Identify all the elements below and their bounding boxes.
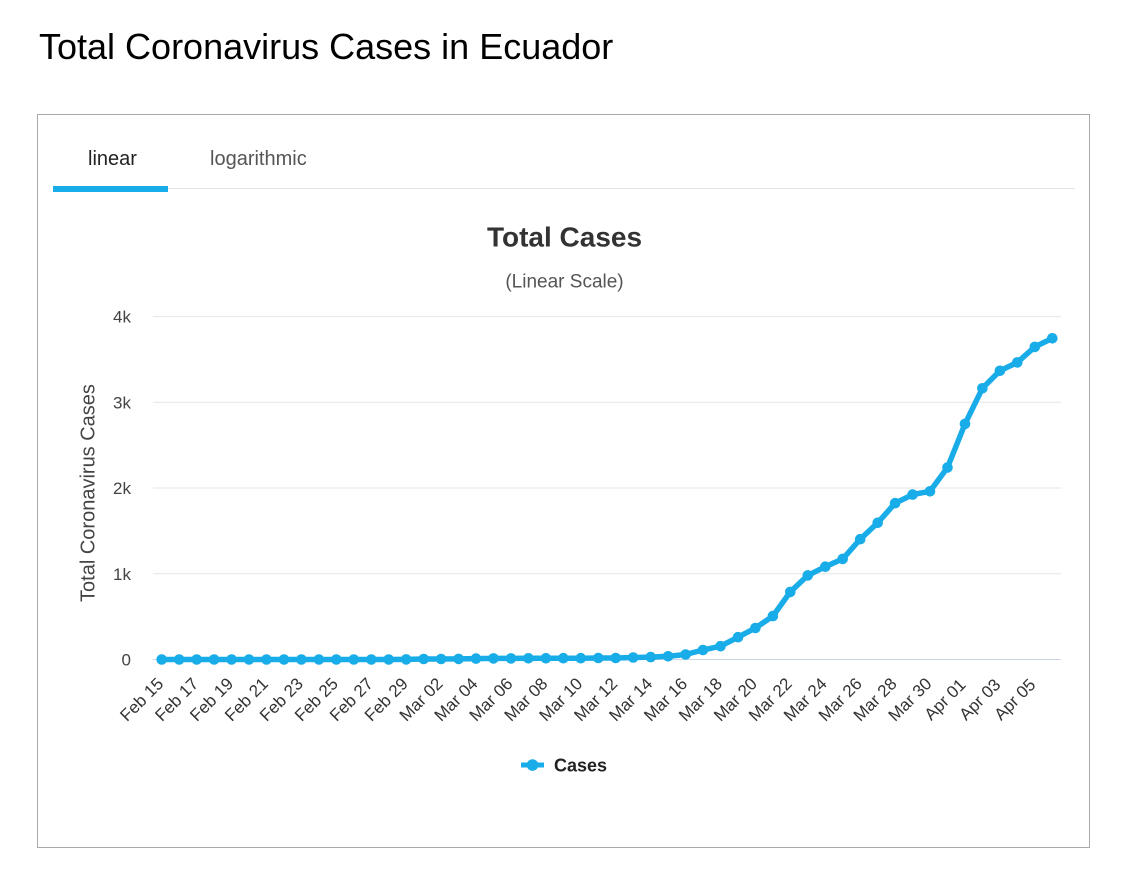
- svg-text:0: 0: [122, 651, 131, 670]
- svg-text:Total Cases: Total Cases: [487, 222, 642, 253]
- svg-text:2k: 2k: [113, 479, 131, 498]
- svg-text:Cases: Cases: [554, 756, 607, 776]
- svg-text:3k: 3k: [113, 393, 131, 412]
- svg-text:4k: 4k: [113, 308, 131, 327]
- svg-text:1k: 1k: [113, 565, 131, 584]
- svg-text:(Linear Scale): (Linear Scale): [505, 272, 623, 293]
- svg-text:Total Coronavirus Cases: Total Coronavirus Cases: [78, 384, 100, 602]
